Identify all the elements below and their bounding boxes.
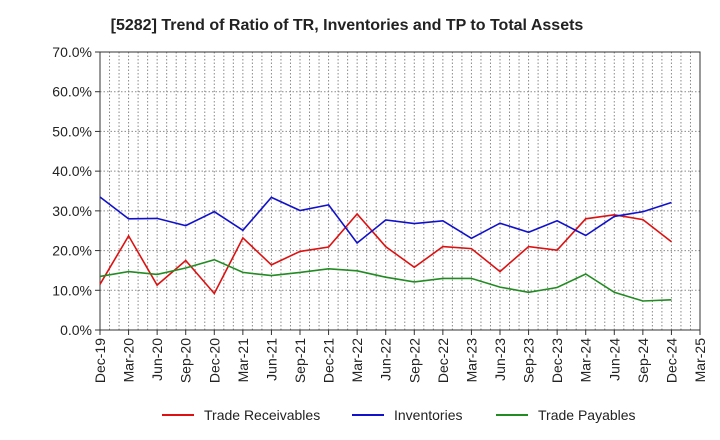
x-tick-label: Sep-22: [406, 338, 422, 383]
x-tick-label: Jun-20: [149, 338, 165, 381]
x-tick-label: Mar-21: [235, 338, 251, 383]
x-tick-label: Jun-24: [606, 338, 622, 381]
y-tick-label: 60.0%: [52, 84, 92, 100]
chart-title: [5282] Trend of Ratio of TR, Inventories…: [111, 17, 584, 34]
y-tick-label: 30.0%: [52, 203, 92, 219]
y-axis: 0.0% 10.0% 20.0% 30.0% 40.0% 50.0% 60.0% 70.0%: [52, 44, 100, 338]
plot-frame: [99, 51, 701, 331]
x-tick-label: Dec-19: [92, 338, 108, 383]
series-line-trade-payables: [99, 258, 672, 302]
x-tick-label: Dec-21: [321, 338, 337, 383]
x-tick-label: Dec-22: [435, 338, 451, 383]
y-tick-label: 40.0%: [52, 163, 92, 179]
x-tick-label: Sep-20: [178, 338, 194, 383]
x-axis: Dec-19 Mar-20 Jun-20 Sep-20 Dec-20 Mar-21 Jun-…: [92, 330, 708, 383]
x-tick-label: Sep-24: [635, 338, 651, 383]
x-tick-label: Mar-22: [349, 338, 365, 383]
y-tick-label: 20.0%: [52, 243, 92, 259]
legend: Trade Receivables Inventories Trade Payabl…: [162, 407, 636, 423]
x-tick-label: Mar-24: [578, 338, 594, 383]
x-tick-label: Dec-23: [549, 338, 565, 383]
x-tick-label: Mar-25: [692, 338, 708, 383]
series-lines: [99, 196, 672, 302]
y-tick-label: 70.0%: [52, 44, 92, 60]
x-tick-label: Sep-21: [292, 338, 308, 383]
legend-label: Trade Payables: [538, 407, 636, 423]
x-tick-label: Jun-23: [492, 338, 508, 381]
legend-label: Inventories: [394, 407, 462, 423]
y-tick-label: 10.0%: [52, 282, 92, 298]
legend-label: Trade Receivables: [204, 407, 320, 423]
x-tick-label: Dec-24: [663, 338, 679, 383]
series-line-trade-receivables: [99, 212, 672, 295]
grid: [100, 52, 700, 330]
y-tick-label: 50.0%: [52, 123, 92, 139]
x-tick-label: Mar-20: [121, 338, 137, 383]
series-line-inventories: [99, 196, 672, 245]
x-tick-label: Sep-23: [521, 338, 537, 383]
x-tick-label: Jun-21: [263, 338, 279, 381]
x-tick-label: Jun-22: [378, 338, 394, 381]
x-tick-label: Mar-23: [463, 338, 479, 383]
x-tick-label: Dec-20: [206, 338, 222, 383]
y-tick-label: 0.0%: [60, 322, 92, 338]
